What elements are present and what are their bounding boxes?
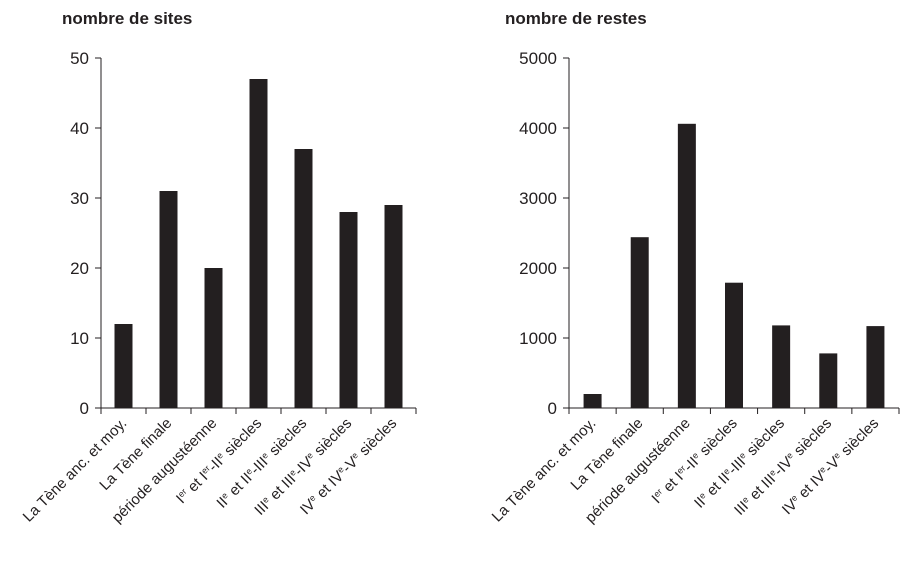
bar-4	[725, 282, 743, 408]
y-tick-label: 2000	[519, 259, 557, 278]
y-tick-label: 40	[70, 119, 89, 138]
y-tick-label: 10	[70, 329, 89, 348]
y-tick-label: 1000	[519, 329, 557, 348]
bar-2	[159, 191, 178, 408]
chart-title: nombre de sites	[62, 9, 193, 28]
bar-6	[819, 353, 838, 408]
y-tick-label: 0	[548, 399, 557, 418]
bar-7	[866, 326, 885, 408]
chart-panel-restes: nombre de restes 0 1000 2000 3000 4000 5000 La…	[453, 0, 907, 564]
bar-5	[772, 325, 791, 408]
bar-3	[677, 123, 696, 409]
bar-1	[114, 324, 133, 408]
bar-2	[630, 237, 649, 408]
y-tick-label: 0	[80, 399, 89, 418]
y-tick-label: 4000	[519, 119, 557, 138]
y-tick-label: 5000	[519, 49, 557, 68]
bar-3	[204, 268, 223, 408]
y-tick-label: 20	[70, 259, 89, 278]
chart-title: nombre de restes	[505, 9, 647, 28]
chart-panel-sites: nombre de sites 0 10 20 30 40 50 La Tène anc. …	[0, 0, 453, 564]
category-label-4: Ier et Ier-IIe siècles	[648, 415, 740, 507]
bar-6	[339, 212, 358, 408]
y-tick-label: 3000	[519, 189, 557, 208]
y-tick-label: 50	[70, 49, 89, 68]
bar-7	[384, 205, 403, 408]
y-tick-label: 30	[70, 189, 89, 208]
bar-4	[249, 79, 268, 408]
bar-5	[294, 149, 313, 408]
bar-1	[583, 394, 602, 408]
